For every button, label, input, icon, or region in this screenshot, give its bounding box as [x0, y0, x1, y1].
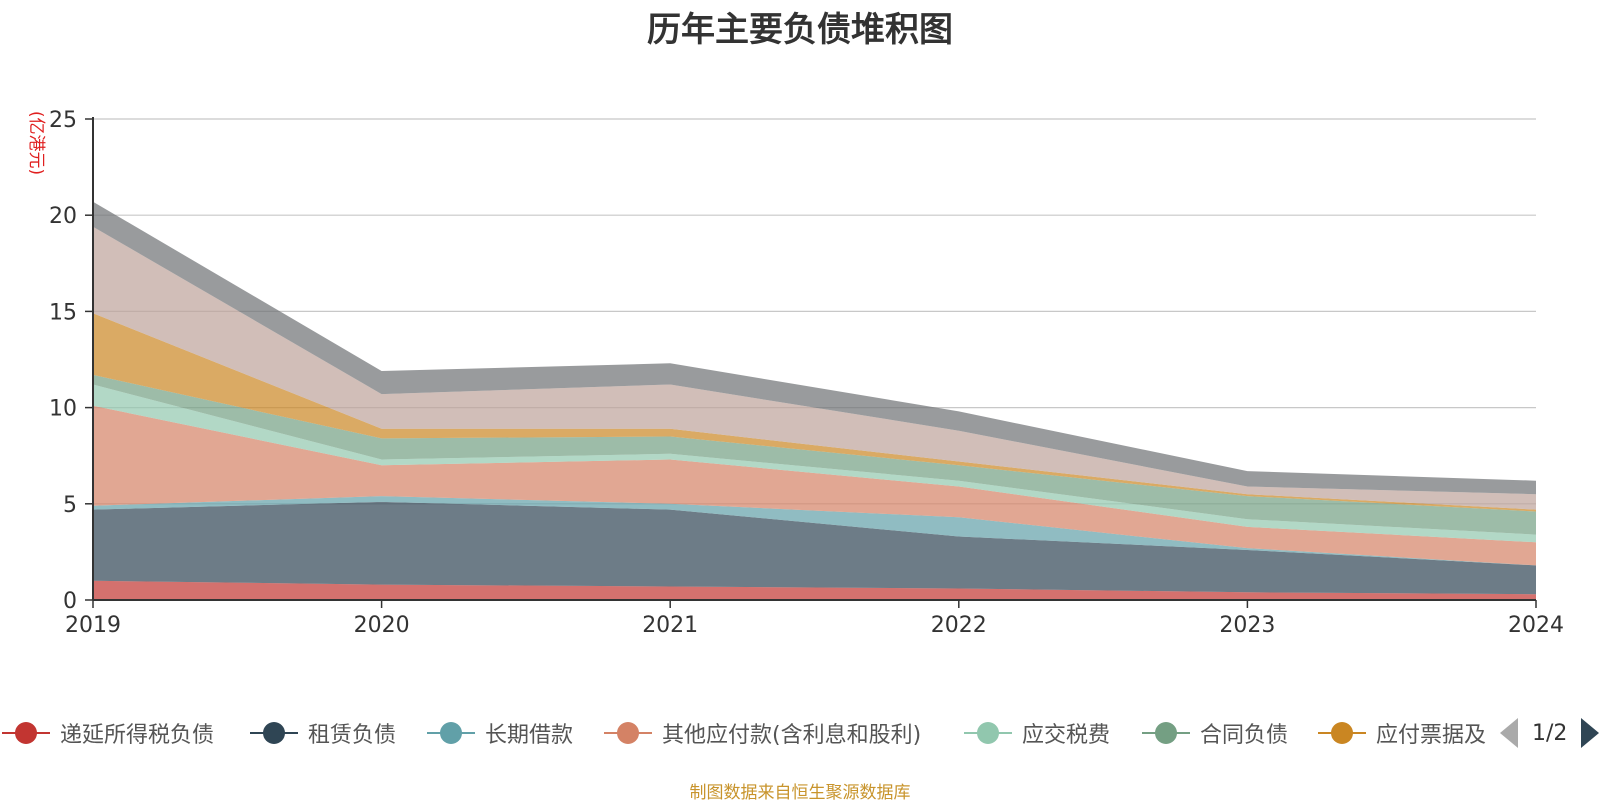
x-tick-label: 2022 — [931, 613, 987, 638]
area-series-4 — [93, 405, 1536, 566]
axes: 0 5 10 15 20 25 2019 2020 2021 2022 2023 2024 — [49, 108, 1564, 638]
area-series-6 — [93, 374, 1536, 535]
legend-next-page-icon[interactable] — [1581, 718, 1600, 748]
x-tick-label: 2021 — [642, 613, 698, 638]
y-tick-label: 5 — [63, 493, 77, 518]
legend-item[interactable]: 其他应付款(含利息和股利) — [604, 715, 921, 751]
legend-marker-icon — [2, 721, 50, 745]
chart-title: 历年主要负债堆积图 — [647, 10, 953, 50]
legend-item[interactable]: 长期借款 — [427, 715, 573, 751]
y-tick-label: 15 — [49, 300, 77, 325]
legend-item[interactable]: 应交税费 — [964, 715, 1110, 751]
legend-pager: 1/2 — [1500, 715, 1600, 751]
source-note: 制图数据来自恒生聚源数据库 — [689, 783, 911, 803]
legend-marker-icon — [604, 721, 652, 745]
area-series-2 — [93, 501, 1536, 595]
legend-marker-icon — [964, 721, 1012, 745]
x-tick-label: 2023 — [1219, 613, 1275, 638]
x-tick-label: 2020 — [354, 613, 410, 638]
legend-label: 应交税费 — [1022, 723, 1111, 748]
legend-prev-page-icon[interactable] — [1500, 718, 1518, 748]
y-tick-label: 10 — [49, 397, 77, 422]
area-series — [93, 201, 1536, 600]
legend-label: 合同负债 — [1200, 723, 1289, 748]
legend-page-indicator: 1/2 — [1532, 720, 1568, 746]
x-tick-label: 2019 — [65, 613, 121, 638]
area-series-1 — [93, 580, 1536, 600]
legend-marker-icon — [250, 721, 298, 745]
y-axis-unit-label: (亿港元) — [26, 111, 46, 175]
legend-marker-icon — [1318, 721, 1366, 745]
stacked-area-chart: 0 5 10 15 20 25 2019 2020 2021 2022 2023 2024 (亿港元) — [26, 108, 1564, 638]
legend-marker-icon — [427, 721, 475, 745]
area-series-5 — [93, 384, 1536, 543]
y-tick-label: 25 — [49, 108, 77, 133]
y-tick-label: 0 — [63, 589, 77, 614]
legend-label: 租赁负债 — [308, 723, 397, 748]
legend-label: 递延所得税负债 — [60, 723, 215, 748]
area-series-3 — [93, 496, 1536, 566]
x-tick-label: 2024 — [1508, 613, 1564, 638]
legend-marker-icon — [1142, 721, 1190, 745]
legend-item[interactable]: 应付票据及应付账款 — [1318, 715, 1486, 751]
legend: 递延所得税负债 租赁负债 长期借款 其他应付款(含利息和股利) 应交税费 合同负债 应付票据… — [0, 715, 1486, 751]
legend-label: 长期借款 — [485, 723, 574, 748]
legend-label: 应付票据及应付账款 — [1376, 723, 1486, 748]
legend-item[interactable]: 递延所得税负债 — [2, 715, 214, 751]
legend-item[interactable]: 合同负债 — [1142, 715, 1288, 751]
y-tick-label: 20 — [49, 204, 77, 229]
legend-item[interactable]: 租赁负债 — [250, 715, 396, 751]
legend-label: 其他应付款(含利息和股利) — [662, 723, 922, 748]
